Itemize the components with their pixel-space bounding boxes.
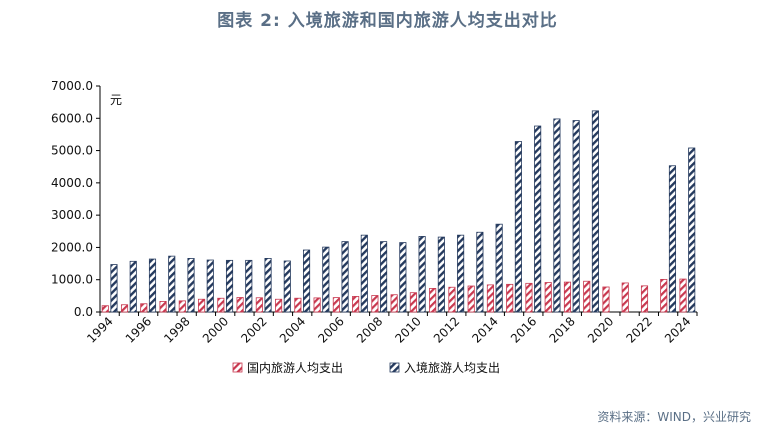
inbound-bar	[380, 241, 388, 313]
x-tick-label: 2016	[508, 314, 539, 345]
inbound-bar	[437, 236, 445, 313]
domestic-bar	[198, 298, 206, 313]
domestic-bar	[660, 278, 668, 313]
y-tick-label: 2000.0	[51, 240, 93, 254]
bars	[101, 110, 696, 313]
domestic-bar	[486, 284, 494, 313]
inbound-bar	[168, 255, 176, 313]
inbound-bar	[283, 260, 291, 313]
inbound-bar	[591, 110, 599, 313]
x-tick-label: 2010	[392, 314, 423, 345]
inbound-bar	[572, 120, 580, 313]
source-note: 资料来源：WIND，兴业研究	[597, 410, 751, 424]
domestic-bar	[120, 304, 129, 313]
domestic-bar	[429, 287, 437, 313]
inbound-bar	[495, 223, 503, 313]
domestic-bar	[352, 296, 360, 313]
domestic-bar	[294, 297, 302, 313]
x-tick-label: 2008	[354, 314, 385, 345]
domestic-bar	[583, 280, 591, 313]
inbound-bar	[206, 259, 214, 313]
domestic-bar	[640, 285, 649, 313]
x-tick-label: 1998	[161, 314, 192, 345]
legend-swatch	[389, 362, 400, 373]
domestic-bar	[525, 282, 533, 313]
domestic-bar	[255, 297, 263, 313]
domestic-bar	[178, 300, 186, 313]
domestic-bar	[621, 282, 629, 313]
x-tick-label: 2004	[277, 314, 308, 345]
x-tick-label: 2022	[623, 314, 654, 345]
domestic-bar	[506, 283, 514, 313]
x-tick-label: 2020	[585, 314, 616, 345]
legend-label: 国内旅游人均支出	[247, 361, 343, 375]
inbound-bar	[360, 234, 368, 313]
x-tick-label: 2000	[200, 314, 231, 345]
domestic-bar	[140, 303, 148, 313]
x-tick-label: 2006	[315, 314, 346, 345]
domestic-bar	[236, 297, 244, 313]
inbound-bar	[399, 242, 407, 313]
domestic-bar	[467, 285, 475, 313]
inbound-bar	[187, 258, 195, 313]
inbound-bar	[148, 258, 157, 313]
domestic-bar	[409, 292, 417, 313]
domestic-bar	[602, 286, 610, 313]
inbound-bar	[457, 234, 465, 313]
inbound-bar	[418, 236, 426, 313]
x-tick-label: 2018	[546, 314, 577, 345]
domestic-bar	[275, 298, 283, 313]
y-tick-label: 0.0	[74, 305, 93, 319]
x-tick-label: 2002	[238, 314, 269, 345]
inbound-bar	[245, 259, 253, 313]
y-tick-label: 7000.0	[51, 79, 93, 93]
domestic-bar	[679, 278, 687, 313]
y-unit-label: 元	[110, 93, 122, 107]
inbound-bar	[688, 147, 696, 313]
legend-label: 入境旅游人均支出	[404, 360, 500, 375]
domestic-bar	[544, 282, 552, 313]
inbound-bar	[264, 258, 272, 313]
inbound-bar	[129, 260, 137, 313]
domestic-bar	[217, 297, 225, 313]
inbound-bar	[668, 165, 677, 313]
inbound-bar	[322, 246, 330, 313]
x-tick-label: 2014	[469, 314, 500, 345]
inbound-bar	[341, 241, 349, 313]
inbound-bar	[225, 259, 234, 313]
domestic-bar	[101, 305, 109, 313]
domestic-bar	[563, 281, 572, 313]
domestic-bar	[371, 295, 379, 313]
inbound-bar	[553, 118, 561, 313]
domestic-bar	[390, 294, 398, 313]
domestic-bar	[159, 301, 167, 313]
domestic-bar	[448, 286, 456, 313]
inbound-bar	[110, 264, 118, 313]
legend: 国内旅游人均支出 入境旅游人均支出	[232, 360, 500, 375]
y-tick-label: 6000.0	[51, 111, 93, 125]
y-tick-label: 4000.0	[51, 176, 93, 190]
x-tick-label: 2012	[431, 314, 462, 345]
legend-swatch	[232, 362, 243, 373]
x-tick-label: 1996	[123, 314, 154, 345]
x-tick-label: 2024	[662, 314, 693, 345]
inbound-bar	[534, 125, 542, 313]
y-tick-label: 1000.0	[51, 273, 93, 287]
inbound-bar	[514, 141, 522, 313]
domestic-bar	[332, 297, 340, 313]
y-tick-label: 5000.0	[51, 144, 93, 158]
y-tick-label: 3000.0	[51, 208, 93, 222]
domestic-bar	[313, 297, 321, 313]
inbound-bar	[303, 249, 311, 313]
inbound-bar	[476, 231, 484, 313]
chart-title: 图表 2: 入境旅游和国内旅游人均支出对比	[217, 11, 558, 31]
